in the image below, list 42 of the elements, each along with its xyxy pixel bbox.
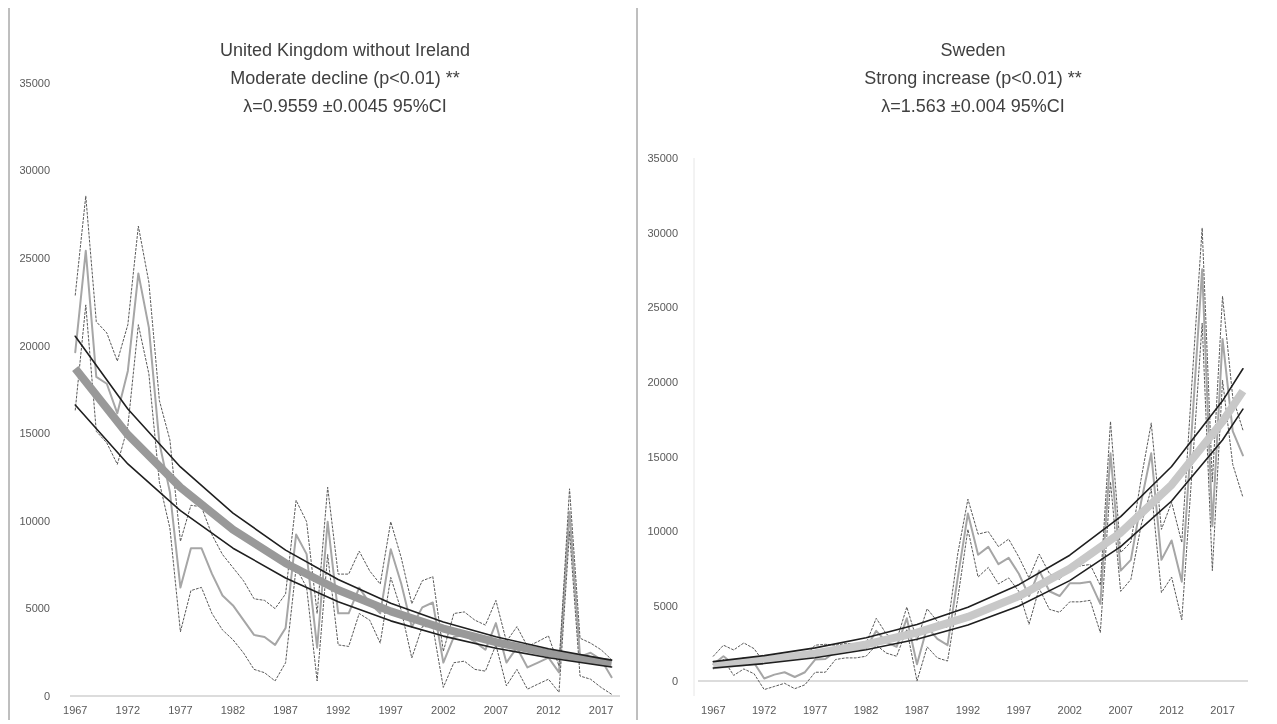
y-tick-label: 25000 <box>647 301 678 314</box>
x-tick-label: 2007 <box>483 704 509 716</box>
y-tick-label: 10000 <box>647 525 678 538</box>
x-tick-label: 2002 <box>431 704 456 716</box>
y-tick-label: 35000 <box>19 76 50 89</box>
x-tick-label: 1987 <box>273 704 298 716</box>
y-tick-label: 30000 <box>19 164 50 177</box>
chart-subtitle: Moderate decline (p<0.01) ** λ=0.9559 ±0.0045 95%CI <box>230 68 460 116</box>
x-tick-label: 1967 <box>63 704 88 716</box>
y-tick-label: 30000 <box>647 226 678 239</box>
y-tick-label: 20000 <box>647 376 678 389</box>
x-tick-label: 2002 <box>1057 704 1082 716</box>
y-tick-label: 15000 <box>19 427 50 440</box>
x-tick-label: 1992 <box>955 704 981 716</box>
x-tick-label: 1977 <box>802 704 828 716</box>
chart-title: United Kingdom without Ireland <box>219 40 471 60</box>
x-tick-label: 2007 <box>1108 704 1133 716</box>
y-tick-label: 35000 <box>647 151 678 164</box>
x-tick-label: 2012 <box>536 704 561 716</box>
y-tick-label: 5000 <box>25 602 50 615</box>
chart-title: Sweden <box>940 40 1006 60</box>
x-tick-label: 2012 <box>1159 704 1184 716</box>
x-tick-label: 1977 <box>168 704 193 716</box>
y-tick-label: 15000 <box>647 450 678 463</box>
y-tick-label: 25000 <box>19 251 50 264</box>
x-tick-label: 1997 <box>378 704 403 716</box>
x-tick-label: 1982 <box>853 704 879 716</box>
x-tick-label: 2017 <box>588 704 614 716</box>
x-tick-label: 1972 <box>115 704 141 716</box>
x-tick-label: 1987 <box>904 704 930 716</box>
y-tick-label: 20000 <box>19 339 50 352</box>
chart-subtitle: Strong increase (p<0.01) ** λ=1.563 ±0.004 95%CI <box>864 68 1082 116</box>
x-tick-label: 2017 <box>1210 704 1235 716</box>
x-tick-label: 1972 <box>751 704 777 716</box>
x-tick-label: 1997 <box>1006 704 1032 716</box>
x-tick-label: 1967 <box>701 704 726 716</box>
y-tick-label: 5000 <box>653 600 678 613</box>
y-tick-label: 0 <box>671 674 678 687</box>
y-tick-label: 0 <box>43 689 50 702</box>
y-tick-label: 10000 <box>19 514 50 527</box>
x-tick-label: 1982 <box>220 704 246 716</box>
x-tick-label: 1992 <box>325 704 351 716</box>
